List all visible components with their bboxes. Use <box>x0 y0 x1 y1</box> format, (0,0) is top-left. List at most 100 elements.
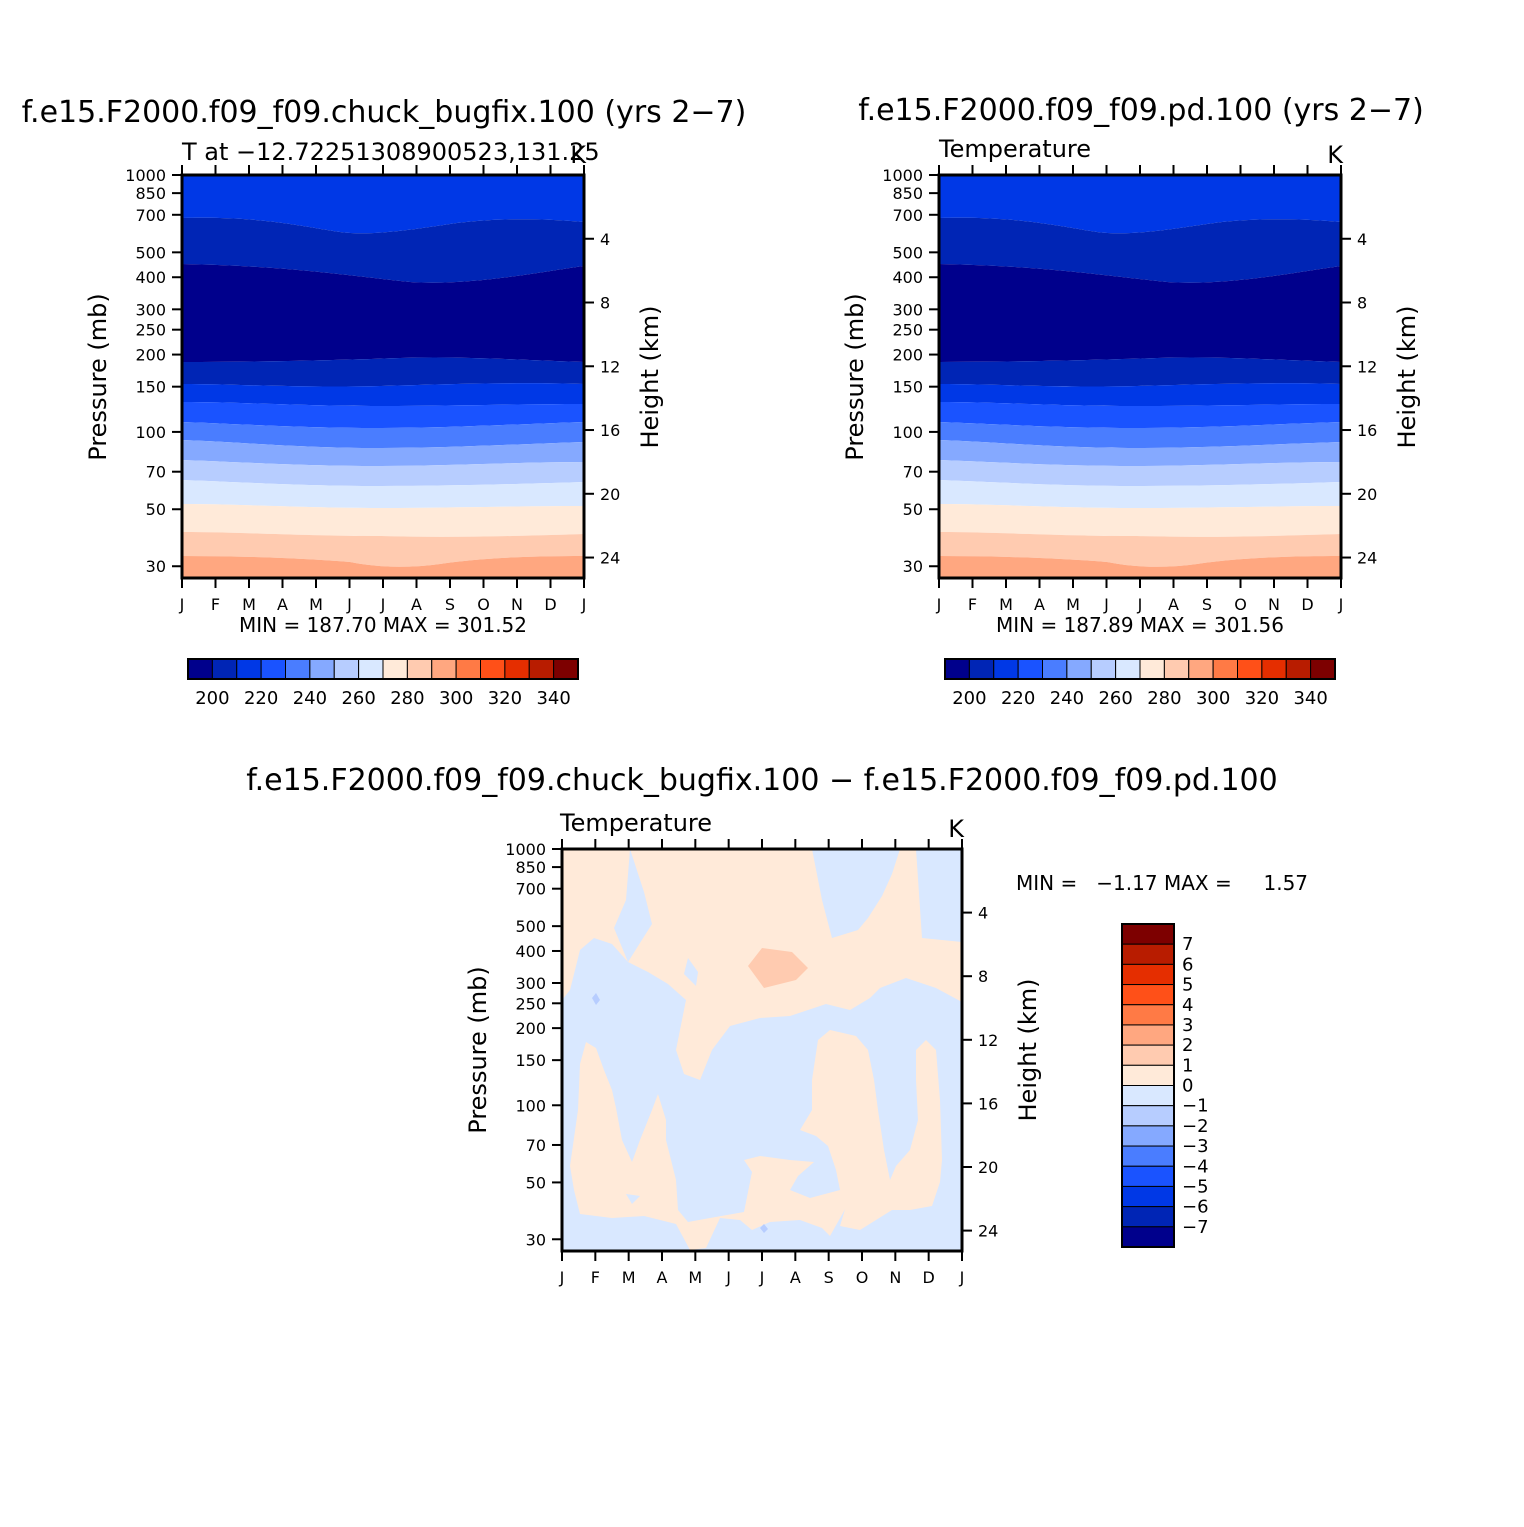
x-tick-label: J <box>936 595 942 614</box>
colorbar-box <box>1066 658 1092 680</box>
colorbar-frame <box>187 658 579 680</box>
colorbar-box <box>1163 658 1190 680</box>
height-tick-label: 20 <box>1357 485 1377 504</box>
x-tick-label: O <box>1234 595 1247 614</box>
panel-1-contour-fills <box>182 175 584 578</box>
panel-2-band-m <box>939 556 1341 578</box>
colorbar-box <box>1121 1105 1175 1127</box>
panel-2-stats: MIN = 187.89 MAX = 301.56 <box>996 613 1284 637</box>
y-tick-label: 150 <box>135 378 166 397</box>
panel-2-band-a <box>939 175 1341 234</box>
colorbar-box <box>1261 658 1287 680</box>
panel-2-band-l <box>939 532 1341 567</box>
y-tick-label: 50 <box>526 1173 546 1192</box>
colorbar-box <box>480 658 506 680</box>
height-tick-label: 8 <box>600 294 610 313</box>
colorbar-label: 2 <box>1182 1035 1193 1056</box>
colorbar-box <box>236 658 262 680</box>
x-tick-label: F <box>591 1268 600 1287</box>
colorbar-label: −3 <box>1182 1136 1209 1157</box>
x-tick-label: J <box>1338 595 1344 614</box>
colorbar-label: 300 <box>1196 688 1230 709</box>
colorbar-label: 3 <box>1182 1015 1193 1036</box>
colorbar-label: 300 <box>439 688 473 709</box>
panel-3: f.e15.F2000.f09_f09.chuck_bugfix.100 − f… <box>246 763 1308 1287</box>
height-tick-label: 16 <box>978 1094 998 1113</box>
y-tick-label: 400 <box>892 268 923 287</box>
panel-3-right-label: K <box>948 815 965 843</box>
colorbar-label: 7 <box>1182 934 1193 955</box>
height-tick-label: 8 <box>978 967 988 986</box>
panel-2-band-e <box>939 383 1341 406</box>
x-tick-label: N <box>511 595 523 614</box>
x-tick-label: J <box>581 595 587 614</box>
colorbar-box <box>993 658 1019 680</box>
y-tick-label: 70 <box>526 1136 546 1155</box>
colorbar-box <box>1121 1064 1175 1086</box>
panel-2-ylabel: Pressure (mb) <box>841 293 869 460</box>
y-tick-label: 100 <box>515 1096 546 1115</box>
colorbar-box <box>1121 923 1175 945</box>
y-tick-label: 400 <box>515 942 546 961</box>
colorbar-box <box>1121 1125 1175 1147</box>
colorbar-box <box>1237 658 1263 680</box>
y-tick-label: 200 <box>135 346 166 365</box>
panel-1-band-c <box>182 264 584 362</box>
colorbar-label: 200 <box>952 688 986 709</box>
panel-1-stats: MIN = 187.70 MAX = 301.52 <box>239 613 527 637</box>
colorbar-label: −5 <box>1182 1176 1209 1197</box>
colorbar-label: 320 <box>488 688 522 709</box>
panel-1-band-h <box>182 440 584 466</box>
colorbar-label: 240 <box>1050 688 1084 709</box>
x-tick-label: A <box>657 1268 668 1287</box>
x-tick-label: A <box>1034 595 1045 614</box>
y-tick-label: 300 <box>135 300 166 319</box>
height-tick-label: 12 <box>600 357 620 376</box>
panel-3-stats: MIN = −1.17 MAX = 1.57 <box>1016 871 1308 895</box>
panel-3-negative-pocket-2 <box>684 958 698 986</box>
height-tick-label: 8 <box>1357 294 1367 313</box>
y-tick-label: 250 <box>515 994 546 1013</box>
panel-2-band-j <box>939 480 1341 508</box>
colorbar-box <box>1121 984 1175 1006</box>
colorbar-label: −4 <box>1182 1156 1209 1177</box>
y-tick-label: 50 <box>903 500 923 519</box>
x-tick-label: O <box>856 1268 869 1287</box>
panel-2-y-axis-right: 24 20 16 12 8 4 <box>1341 230 1377 568</box>
panel-3-positive-region-lower-right <box>800 1030 942 1230</box>
x-tick-label: J <box>1103 595 1109 614</box>
x-tick-label: J <box>380 595 386 614</box>
panel-1-title: f.e15.F2000.f09_f09.chuck_bugfix.100 (yr… <box>22 95 747 130</box>
y-tick-label: 850 <box>892 184 923 203</box>
x-tick-label: A <box>411 595 422 614</box>
y-tick-label: 850 <box>515 858 546 877</box>
x-tick-label: A <box>790 1268 801 1287</box>
panel-2-right-label: K <box>1327 141 1344 169</box>
panel-1-band-a <box>182 175 584 234</box>
x-tick-label: M <box>622 1268 636 1287</box>
y-tick-label: 850 <box>135 184 166 203</box>
y-tick-label: 1000 <box>505 840 546 859</box>
colorbar-box <box>1121 1024 1175 1046</box>
panel-1-y-axis-right: 24 20 16 12 8 4 <box>584 230 620 568</box>
colorbar-box <box>285 658 311 680</box>
y-tick-label: 100 <box>892 423 923 442</box>
colorbar-label: 280 <box>390 688 424 709</box>
panel-1-band-m <box>182 556 584 578</box>
x-tick-label: O <box>477 595 490 614</box>
panel-1-band-k <box>182 504 584 537</box>
colorbar-box <box>968 658 995 680</box>
panel-3-y-axis-right: 24 20 16 12 8 4 <box>962 904 998 1241</box>
y-tick-label: 150 <box>892 378 923 397</box>
colorbar-box <box>1121 1085 1175 1107</box>
colorbar-box <box>406 658 433 680</box>
y-tick-label: 150 <box>515 1051 546 1070</box>
colorbar-box <box>1121 1044 1175 1066</box>
x-tick-label: J <box>725 1268 731 1287</box>
colorbar-label: 320 <box>1245 688 1279 709</box>
panel-2-ylabel-right: Height (km) <box>1393 306 1421 449</box>
colorbar-frame <box>944 658 1336 680</box>
